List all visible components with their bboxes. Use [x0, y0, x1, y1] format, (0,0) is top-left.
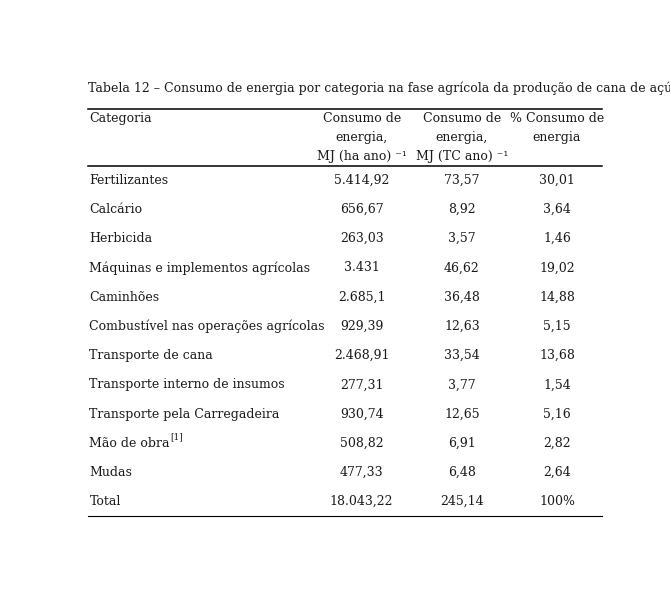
- Text: MJ (TC ano) ⁻¹: MJ (TC ano) ⁻¹: [415, 149, 508, 162]
- Text: 3,77: 3,77: [448, 378, 476, 391]
- Text: Consumo de: Consumo de: [423, 111, 501, 125]
- Text: energia: energia: [533, 130, 581, 144]
- Text: % Consumo de: % Consumo de: [510, 111, 604, 125]
- Text: 930,74: 930,74: [340, 407, 383, 420]
- Text: 2.468,91: 2.468,91: [334, 349, 389, 362]
- Text: Máquinas e implementos agrícolas: Máquinas e implementos agrícolas: [90, 261, 310, 275]
- Text: 656,67: 656,67: [340, 203, 383, 216]
- Text: 263,03: 263,03: [340, 232, 383, 246]
- Text: 1,46: 1,46: [543, 232, 571, 246]
- Text: 33,54: 33,54: [444, 349, 480, 362]
- Text: 13,68: 13,68: [539, 349, 575, 362]
- Text: Herbicida: Herbicida: [90, 232, 153, 246]
- Text: 5.414,92: 5.414,92: [334, 174, 389, 187]
- Text: 508,82: 508,82: [340, 437, 383, 450]
- Text: 100%: 100%: [539, 495, 575, 508]
- Text: 18.043,22: 18.043,22: [330, 495, 393, 508]
- Text: 245,14: 245,14: [440, 495, 484, 508]
- Text: 36,48: 36,48: [444, 291, 480, 304]
- Text: Mão de obra: Mão de obra: [90, 437, 170, 450]
- Text: 73,57: 73,57: [444, 174, 480, 187]
- Text: 12,63: 12,63: [444, 320, 480, 333]
- Text: 929,39: 929,39: [340, 320, 383, 333]
- Text: Mudas: Mudas: [90, 466, 133, 479]
- Text: 14,88: 14,88: [539, 291, 575, 304]
- Text: Tabela 12 – Consumo de energia por categoria na fase agrícola da produção de can: Tabela 12 – Consumo de energia por categ…: [88, 81, 670, 95]
- Text: Fertilizantes: Fertilizantes: [90, 174, 169, 187]
- Text: 3,64: 3,64: [543, 203, 571, 216]
- Text: Calcário: Calcário: [90, 203, 143, 216]
- Text: 3,57: 3,57: [448, 232, 476, 246]
- Text: 5,16: 5,16: [543, 407, 571, 420]
- Text: 2,82: 2,82: [543, 437, 571, 450]
- Text: 19,02: 19,02: [539, 262, 575, 275]
- Text: energia,: energia,: [436, 130, 488, 144]
- Text: Transporte pela Carregadeira: Transporte pela Carregadeira: [90, 407, 280, 420]
- Text: 5,15: 5,15: [543, 320, 571, 333]
- Text: Transporte interno de insumos: Transporte interno de insumos: [90, 378, 285, 391]
- Text: 2.685,1: 2.685,1: [338, 291, 385, 304]
- Text: Combustível nas operações agrícolas: Combustível nas operações agrícolas: [90, 320, 325, 333]
- Text: Consumo de: Consumo de: [322, 111, 401, 125]
- Text: 8,92: 8,92: [448, 203, 476, 216]
- Text: 277,31: 277,31: [340, 378, 383, 391]
- Text: 6,91: 6,91: [448, 437, 476, 450]
- Text: 2,64: 2,64: [543, 466, 571, 479]
- Text: 6,48: 6,48: [448, 466, 476, 479]
- Text: 1,54: 1,54: [543, 378, 571, 391]
- Text: Caminhões: Caminhões: [90, 291, 159, 304]
- Text: Transporte de cana: Transporte de cana: [90, 349, 213, 362]
- Text: 477,33: 477,33: [340, 466, 383, 479]
- Text: 12,65: 12,65: [444, 407, 480, 420]
- Text: energia,: energia,: [336, 130, 388, 144]
- Text: Categoria: Categoria: [90, 111, 152, 125]
- Text: MJ (ha ano) ⁻¹: MJ (ha ano) ⁻¹: [317, 149, 407, 162]
- Text: Total: Total: [90, 495, 121, 508]
- Text: 30,01: 30,01: [539, 174, 575, 187]
- Text: 3.431: 3.431: [344, 262, 380, 275]
- Text: [1]: [1]: [170, 432, 183, 441]
- Text: 46,62: 46,62: [444, 262, 480, 275]
